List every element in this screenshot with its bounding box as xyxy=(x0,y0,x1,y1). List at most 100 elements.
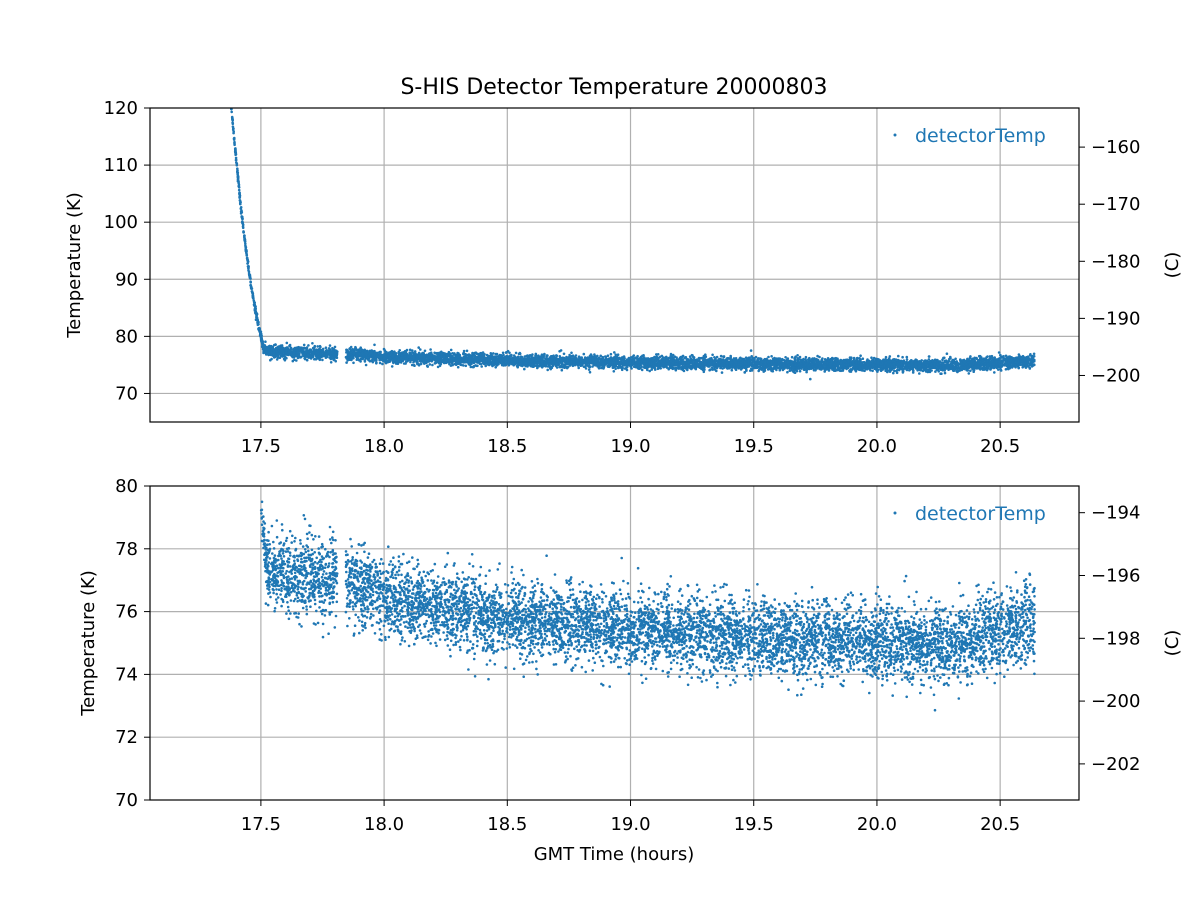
top-data-point xyxy=(729,356,732,359)
top-data-point xyxy=(478,361,481,364)
top-data-point xyxy=(494,366,497,369)
top-data-point xyxy=(593,364,596,367)
top-data-point xyxy=(585,367,588,370)
top-data-point xyxy=(286,353,289,356)
top-data-point xyxy=(502,352,505,355)
top-data-point xyxy=(614,356,617,359)
top-data-point xyxy=(670,360,673,363)
top-data-point xyxy=(462,359,465,362)
top-data-point xyxy=(567,363,570,366)
top-data-point xyxy=(670,367,673,370)
top-data-point xyxy=(654,368,657,371)
top-data-point xyxy=(303,344,306,347)
top-data-point xyxy=(310,355,313,358)
top-data-point xyxy=(716,363,719,366)
top-data-point xyxy=(646,367,649,370)
top-data-point xyxy=(246,257,249,260)
top-data-point xyxy=(373,350,376,353)
top-data-point xyxy=(575,354,578,357)
top-data-point xyxy=(761,360,764,363)
top-data-point xyxy=(610,358,613,361)
top-data-point xyxy=(398,355,401,358)
top-data-point xyxy=(443,356,446,359)
top-data-point xyxy=(482,351,485,354)
top-data-point xyxy=(655,353,658,356)
top-data-point xyxy=(541,360,544,363)
top-data-point xyxy=(654,358,657,361)
top-data-point xyxy=(531,358,534,361)
top-data-point xyxy=(236,169,239,172)
top-data-point xyxy=(437,360,440,363)
top-data-point xyxy=(450,357,453,360)
top-data-point xyxy=(619,361,622,364)
top-data-point xyxy=(570,361,573,364)
top-data-point xyxy=(723,356,726,359)
top-data-point xyxy=(330,358,333,361)
top-data-point xyxy=(580,356,583,359)
top-data-point xyxy=(782,369,785,372)
top-data-point xyxy=(334,360,337,363)
top-data-point xyxy=(285,347,288,350)
top-data-point xyxy=(244,245,247,248)
top-data-point xyxy=(238,184,241,187)
top-data-point xyxy=(357,358,360,361)
top-data-point xyxy=(429,363,432,366)
top-data-point xyxy=(675,367,678,370)
top-data-point xyxy=(572,354,575,357)
top-data-point xyxy=(493,357,496,360)
top-data-point xyxy=(703,371,706,374)
top-data-point xyxy=(670,353,673,356)
top-data-point xyxy=(249,277,252,280)
top-data-point xyxy=(325,346,328,349)
top-data-point xyxy=(633,366,636,369)
top-data-point xyxy=(534,354,537,357)
top-data-point xyxy=(371,354,374,357)
top-data-point xyxy=(246,254,249,257)
top-data-point xyxy=(570,352,573,355)
top-data-point xyxy=(661,355,664,358)
top-data-point xyxy=(375,359,378,362)
top-data-point xyxy=(586,363,589,366)
top-data-point xyxy=(498,356,501,359)
top-data-point xyxy=(378,356,381,359)
top-data-point xyxy=(329,344,332,347)
top-data-point xyxy=(561,369,564,372)
top-data-point xyxy=(240,206,243,209)
top-data-point xyxy=(514,363,517,366)
top-data-point xyxy=(666,366,669,369)
top-data-point xyxy=(521,365,524,368)
top-data-point xyxy=(392,359,395,362)
top-data-point xyxy=(636,361,639,364)
top-data-point xyxy=(242,230,245,233)
top-data-point xyxy=(546,354,549,357)
top-data-point xyxy=(405,360,408,363)
top-data-point xyxy=(621,369,624,372)
top-data-point xyxy=(640,365,643,368)
top-data-point xyxy=(375,361,378,364)
top-data-point xyxy=(686,368,689,371)
top-data-point xyxy=(557,360,560,363)
top-data-point xyxy=(305,351,308,354)
top-data-point xyxy=(448,354,451,357)
top-data-point xyxy=(379,362,382,365)
top-data-point xyxy=(392,362,395,365)
top-data-point xyxy=(418,364,421,367)
top-data-point xyxy=(722,360,725,363)
top-data-point xyxy=(448,351,451,354)
top-data-point xyxy=(577,367,580,370)
top-data-point xyxy=(290,348,293,351)
top-data-point xyxy=(610,353,613,356)
top-data-point xyxy=(230,111,233,114)
top-data-point xyxy=(404,353,407,356)
top-data-point xyxy=(693,360,696,363)
top-data-point xyxy=(706,364,709,367)
top-data-point xyxy=(799,370,802,373)
top-data-point xyxy=(755,356,758,359)
top-data-point xyxy=(588,362,591,365)
top-data-point xyxy=(466,354,469,357)
top-data-point xyxy=(523,368,526,371)
top-data-point xyxy=(278,347,281,350)
top-data-point xyxy=(257,328,260,331)
top-data-point xyxy=(365,364,368,367)
top-data-point xyxy=(740,368,743,371)
